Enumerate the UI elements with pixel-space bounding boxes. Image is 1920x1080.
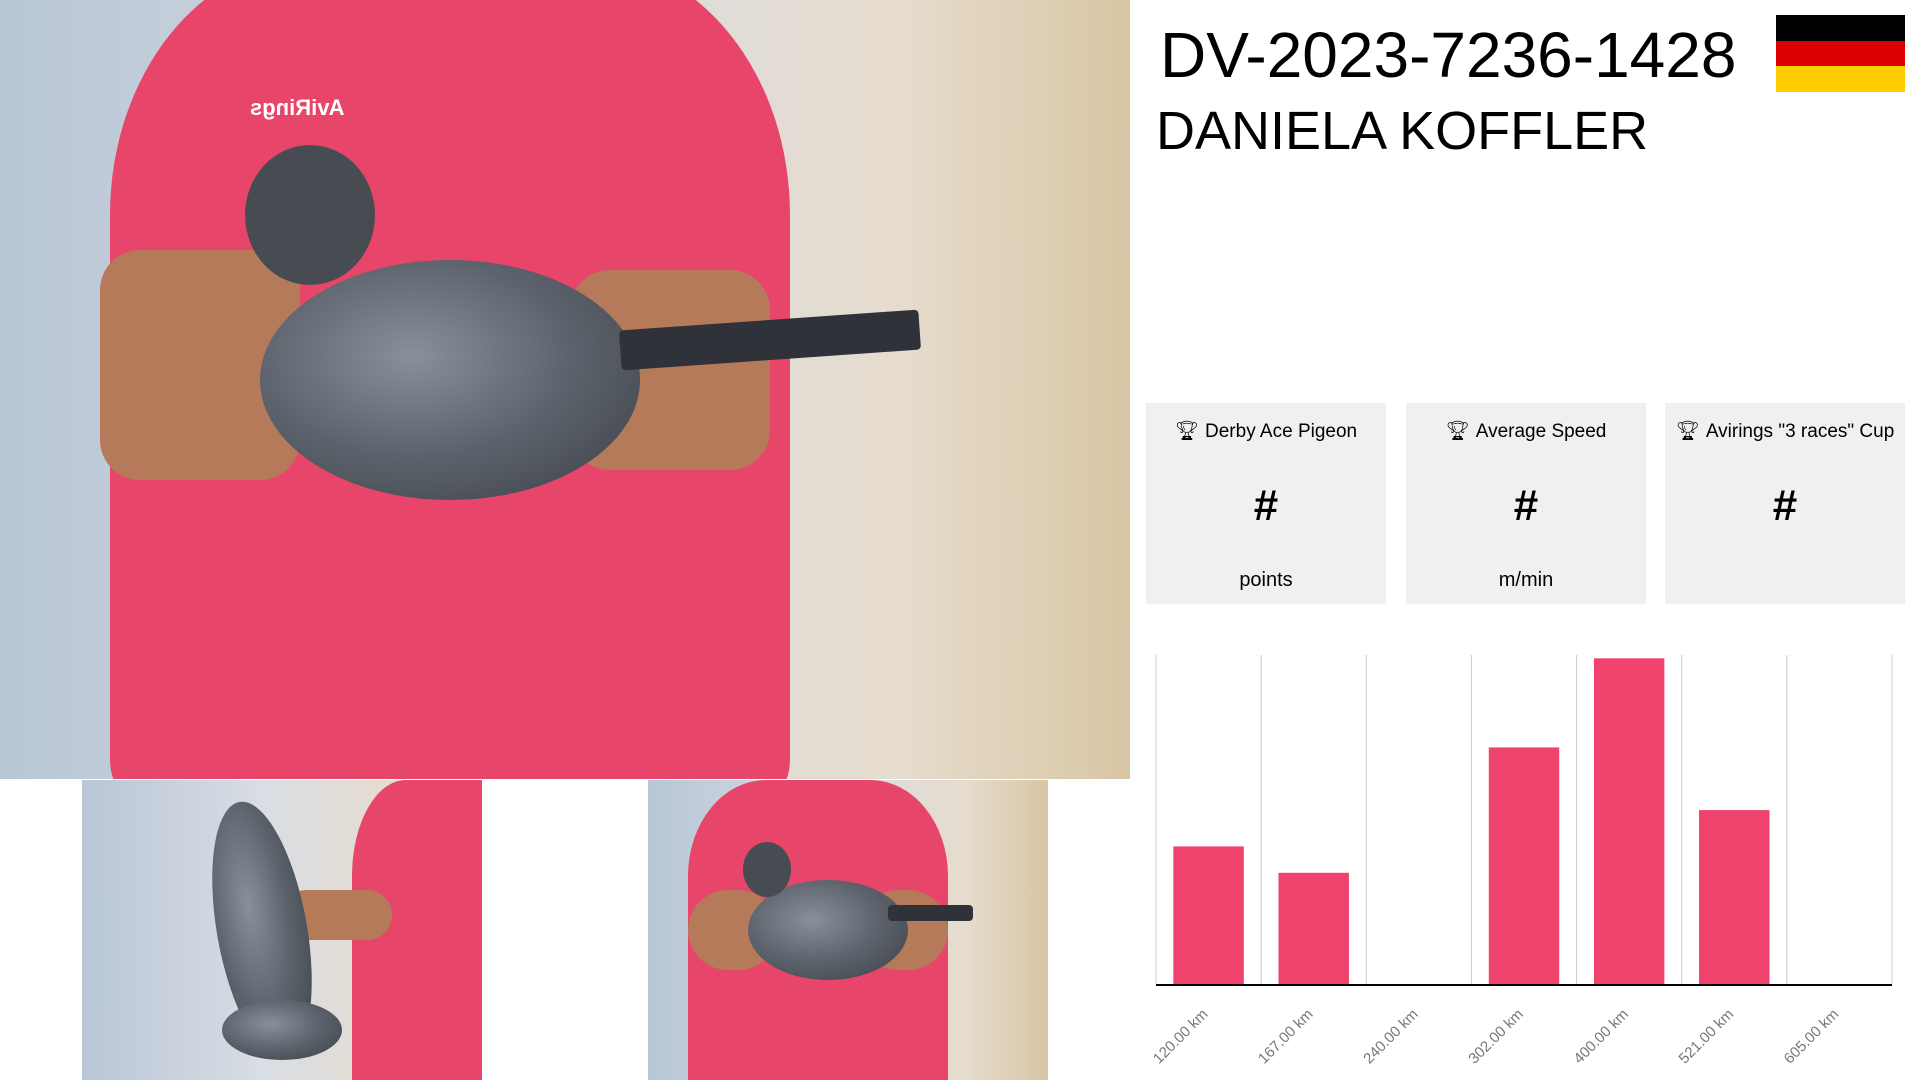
- shirt-logo: AviRings: [250, 95, 345, 120]
- owner-name: DANIELA KOFFLER: [1156, 101, 1649, 161]
- card-derby-ace-pigeon: 🏆︎ Derby Ace Pigeon # points: [1146, 403, 1386, 604]
- card-value: #: [1772, 481, 1798, 530]
- card-value: #: [1513, 481, 1539, 530]
- ring-number: DV-2023-7236-1428: [1160, 19, 1737, 91]
- germany-flag-icon: [1776, 15, 1905, 92]
- bar: [1593, 658, 1665, 985]
- bar: [1699, 810, 1770, 985]
- pigeon-body: [260, 260, 640, 500]
- trophy-icon: 🏆︎: [1174, 421, 1200, 442]
- bar: [1488, 747, 1560, 985]
- pigeon-head: [245, 145, 375, 285]
- distance-bar-chart: 120.00 km 167.00 km 240.00 km 302.00 km 400.…: [1150, 655, 1893, 1068]
- pigeon-body: [222, 1000, 342, 1060]
- x-tick-label: 400.00 km: [1570, 1006, 1632, 1068]
- card-title: Derby Ace Pigeon: [1205, 421, 1358, 442]
- x-tick-label: 167.00 km: [1255, 1006, 1317, 1068]
- x-tick-label: 120.00 km: [1150, 1006, 1212, 1068]
- pigeon-body: [748, 880, 908, 980]
- trophy-icon: 🏆︎: [1445, 421, 1470, 442]
- card-title: Average Speed: [1475, 421, 1607, 442]
- card-unit: points: [1239, 569, 1293, 591]
- bar: [1173, 846, 1244, 985]
- pigeon-head: [743, 842, 791, 897]
- card-average-speed: 🏆︎ Average Speed # m/min: [1406, 403, 1646, 604]
- card-value: #: [1253, 481, 1279, 530]
- card-3-races-cup: 🏆︎ Avirings "3 races" Cup #: [1665, 403, 1905, 604]
- x-tick-label: 605.00 km: [1781, 1006, 1843, 1068]
- x-tick-label: 302.00 km: [1465, 1006, 1527, 1068]
- trophy-icon: 🏆︎: [1675, 421, 1700, 442]
- thumbnail-wing-photo[interactable]: [82, 780, 482, 1080]
- thumbnail-pigeon-photo[interactable]: [648, 780, 1048, 1080]
- bar: [1278, 872, 1349, 985]
- main-pigeon-photo[interactable]: AviRings: [0, 0, 1130, 779]
- pigeon-tail: [888, 905, 973, 921]
- x-tick-label: 521.00 km: [1676, 1006, 1738, 1068]
- x-tick-label: 240.00 km: [1360, 1006, 1422, 1068]
- card-title: Avirings "3 races" Cup: [1705, 421, 1895, 442]
- card-unit: m/min: [1498, 569, 1554, 591]
